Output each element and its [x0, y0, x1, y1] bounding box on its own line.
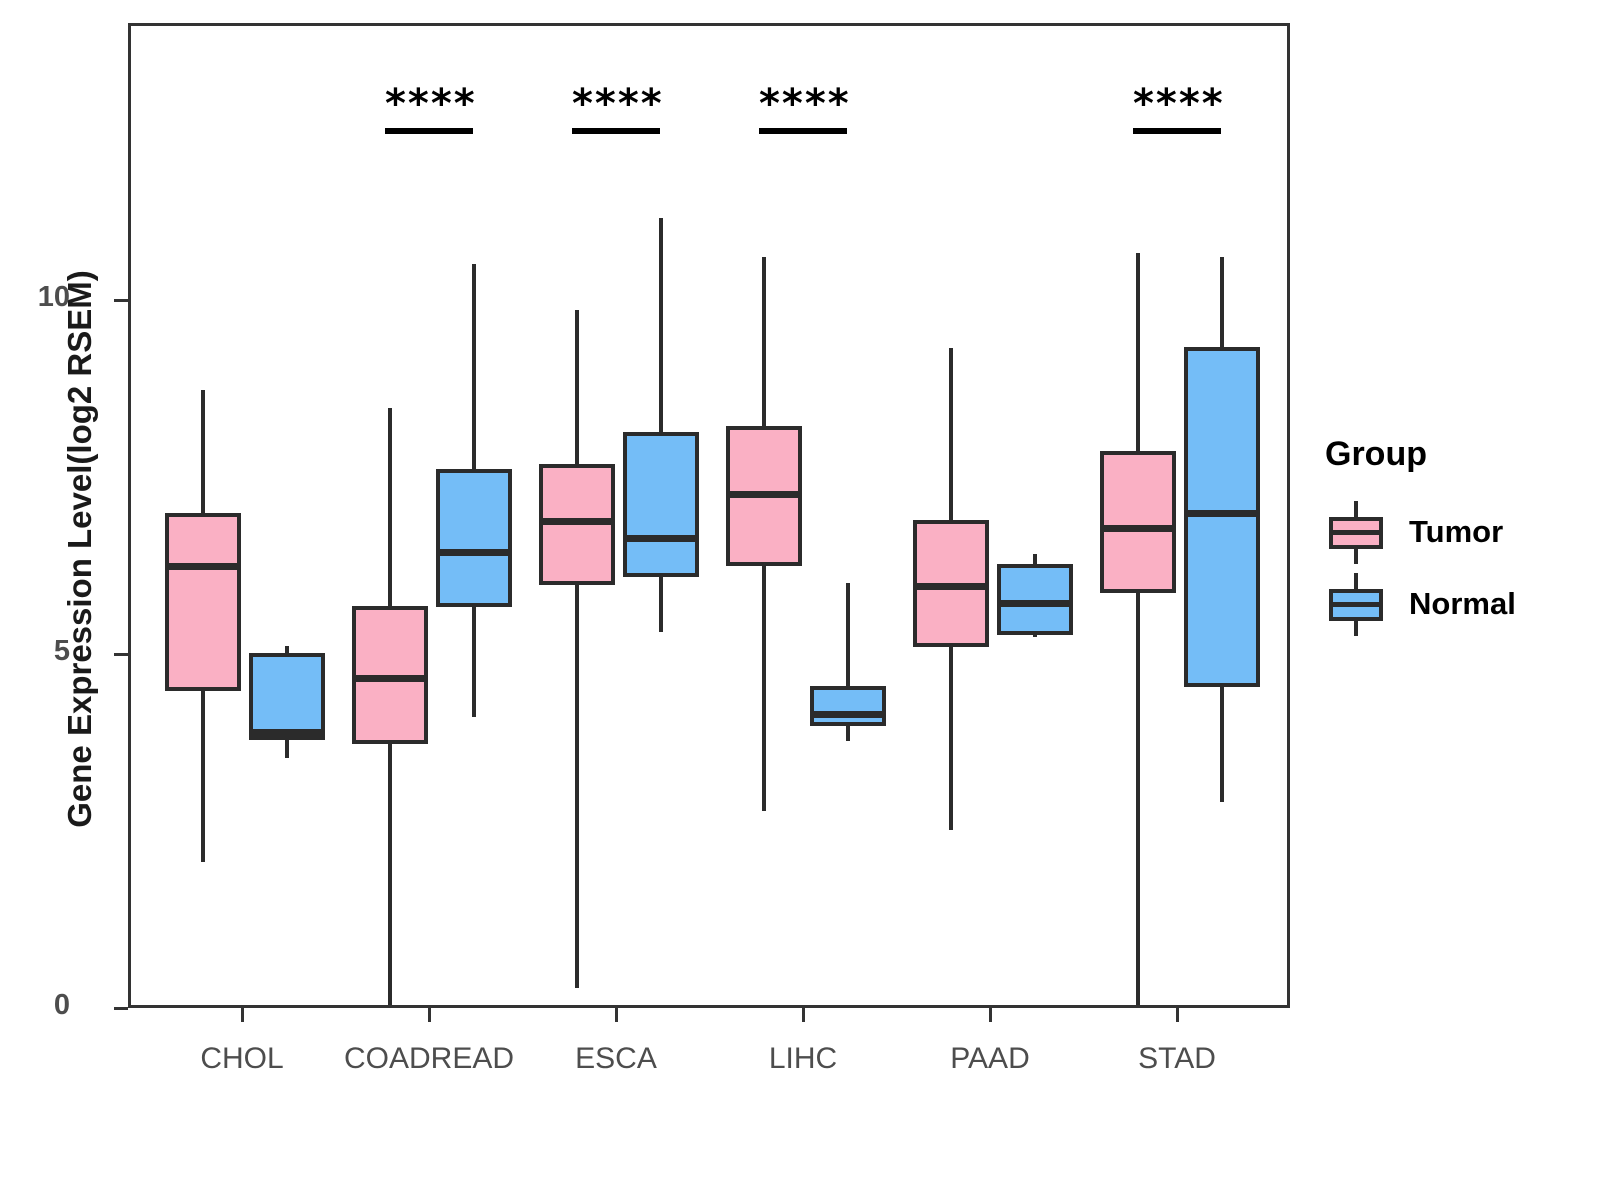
- x-tick-label-esca: ESCA: [575, 1042, 657, 1075]
- box-iqr: [165, 513, 241, 691]
- box-iqr: [997, 563, 1073, 636]
- whisker-upper: [575, 310, 579, 464]
- significance-stars: ****: [1133, 80, 1225, 127]
- box-iqr: [623, 431, 699, 577]
- legend-title: Group: [1325, 435, 1427, 473]
- box-iqr: [810, 686, 886, 726]
- x-tick-label-coadread: COADREAD: [343, 1042, 515, 1075]
- whisker-upper: [659, 218, 663, 432]
- median-line: [165, 562, 241, 570]
- y-tick-label: 0: [53, 989, 70, 1021]
- whisker-upper: [762, 256, 766, 427]
- whisker-lower: [472, 606, 476, 718]
- x-tick-mark: [615, 1008, 618, 1022]
- significance-stars: ****: [572, 80, 664, 127]
- whisker-upper: [1220, 256, 1224, 347]
- x-tick-mark: [428, 1008, 431, 1022]
- x-tick-label-stad: STAD: [1138, 1042, 1216, 1075]
- y-tick-label: 5: [53, 635, 70, 667]
- legend-key-icon: [1325, 501, 1387, 564]
- y-tick-label: 10: [37, 281, 70, 313]
- median-line: [1100, 525, 1176, 533]
- significance-stars: ****: [385, 80, 477, 127]
- box-iqr: [352, 606, 428, 745]
- median-line: [436, 548, 512, 556]
- whisker-lower: [949, 647, 953, 830]
- significance-bar: [759, 127, 847, 134]
- legend: Group Tumor Normal: [1325, 435, 1585, 640]
- x-tick-label-chol: CHOL: [200, 1042, 284, 1075]
- whisker-upper: [388, 407, 392, 607]
- significance-stars: ****: [759, 80, 851, 127]
- legend-key-icon: [1325, 573, 1387, 636]
- median-line: [726, 491, 802, 499]
- legend-item-normal[interactable]: Normal: [1325, 568, 1585, 640]
- median-line: [997, 599, 1073, 607]
- y-tick-mark: [114, 1007, 128, 1010]
- x-tick-mark: [1176, 1008, 1179, 1022]
- whisker-lower: [285, 739, 289, 758]
- median-line: [539, 517, 615, 525]
- whisker-upper: [949, 348, 953, 521]
- whisker-lower: [388, 744, 392, 1005]
- legend-label: Tumor: [1409, 514, 1504, 549]
- whisker-upper: [201, 390, 205, 514]
- median-line: [913, 582, 989, 590]
- whisker-lower: [762, 565, 766, 812]
- whisker-lower: [846, 725, 850, 742]
- whisker-lower: [1136, 593, 1140, 1005]
- whisker-upper: [1033, 553, 1037, 564]
- median-line: [623, 535, 699, 543]
- box-iqr: [436, 469, 512, 607]
- whisker-upper: [285, 645, 289, 653]
- y-tick-mark: [114, 653, 128, 656]
- x-tick-mark: [802, 1008, 805, 1022]
- x-tick-label-paad: PAAD: [950, 1042, 1030, 1075]
- whisker-upper: [472, 264, 476, 470]
- legend-item-tumor[interactable]: Tumor: [1325, 496, 1585, 568]
- whisker-upper: [846, 582, 850, 687]
- box-iqr: [249, 652, 325, 740]
- box-iqr: [1100, 450, 1176, 594]
- whisker-lower: [1033, 635, 1037, 638]
- whisker-upper: [1136, 253, 1140, 451]
- x-tick-mark: [989, 1008, 992, 1022]
- median-line: [249, 728, 325, 736]
- y-tick-mark: [114, 299, 128, 302]
- whisker-lower: [1220, 686, 1224, 803]
- median-line: [810, 710, 886, 718]
- significance-bar: [572, 127, 660, 134]
- legend-label: Normal: [1409, 586, 1516, 621]
- median-line: [1184, 510, 1260, 518]
- median-line: [352, 675, 428, 683]
- x-tick-label-lihc: LIHC: [768, 1042, 838, 1075]
- x-tick-mark: [241, 1008, 244, 1022]
- plot-panel: [128, 23, 1290, 1008]
- legend-items: Tumor Normal: [1325, 496, 1585, 640]
- whisker-lower: [575, 584, 579, 989]
- whisker-lower: [201, 690, 205, 863]
- significance-bar: [385, 127, 473, 134]
- significance-bar: [1133, 127, 1221, 134]
- whisker-lower: [659, 576, 663, 633]
